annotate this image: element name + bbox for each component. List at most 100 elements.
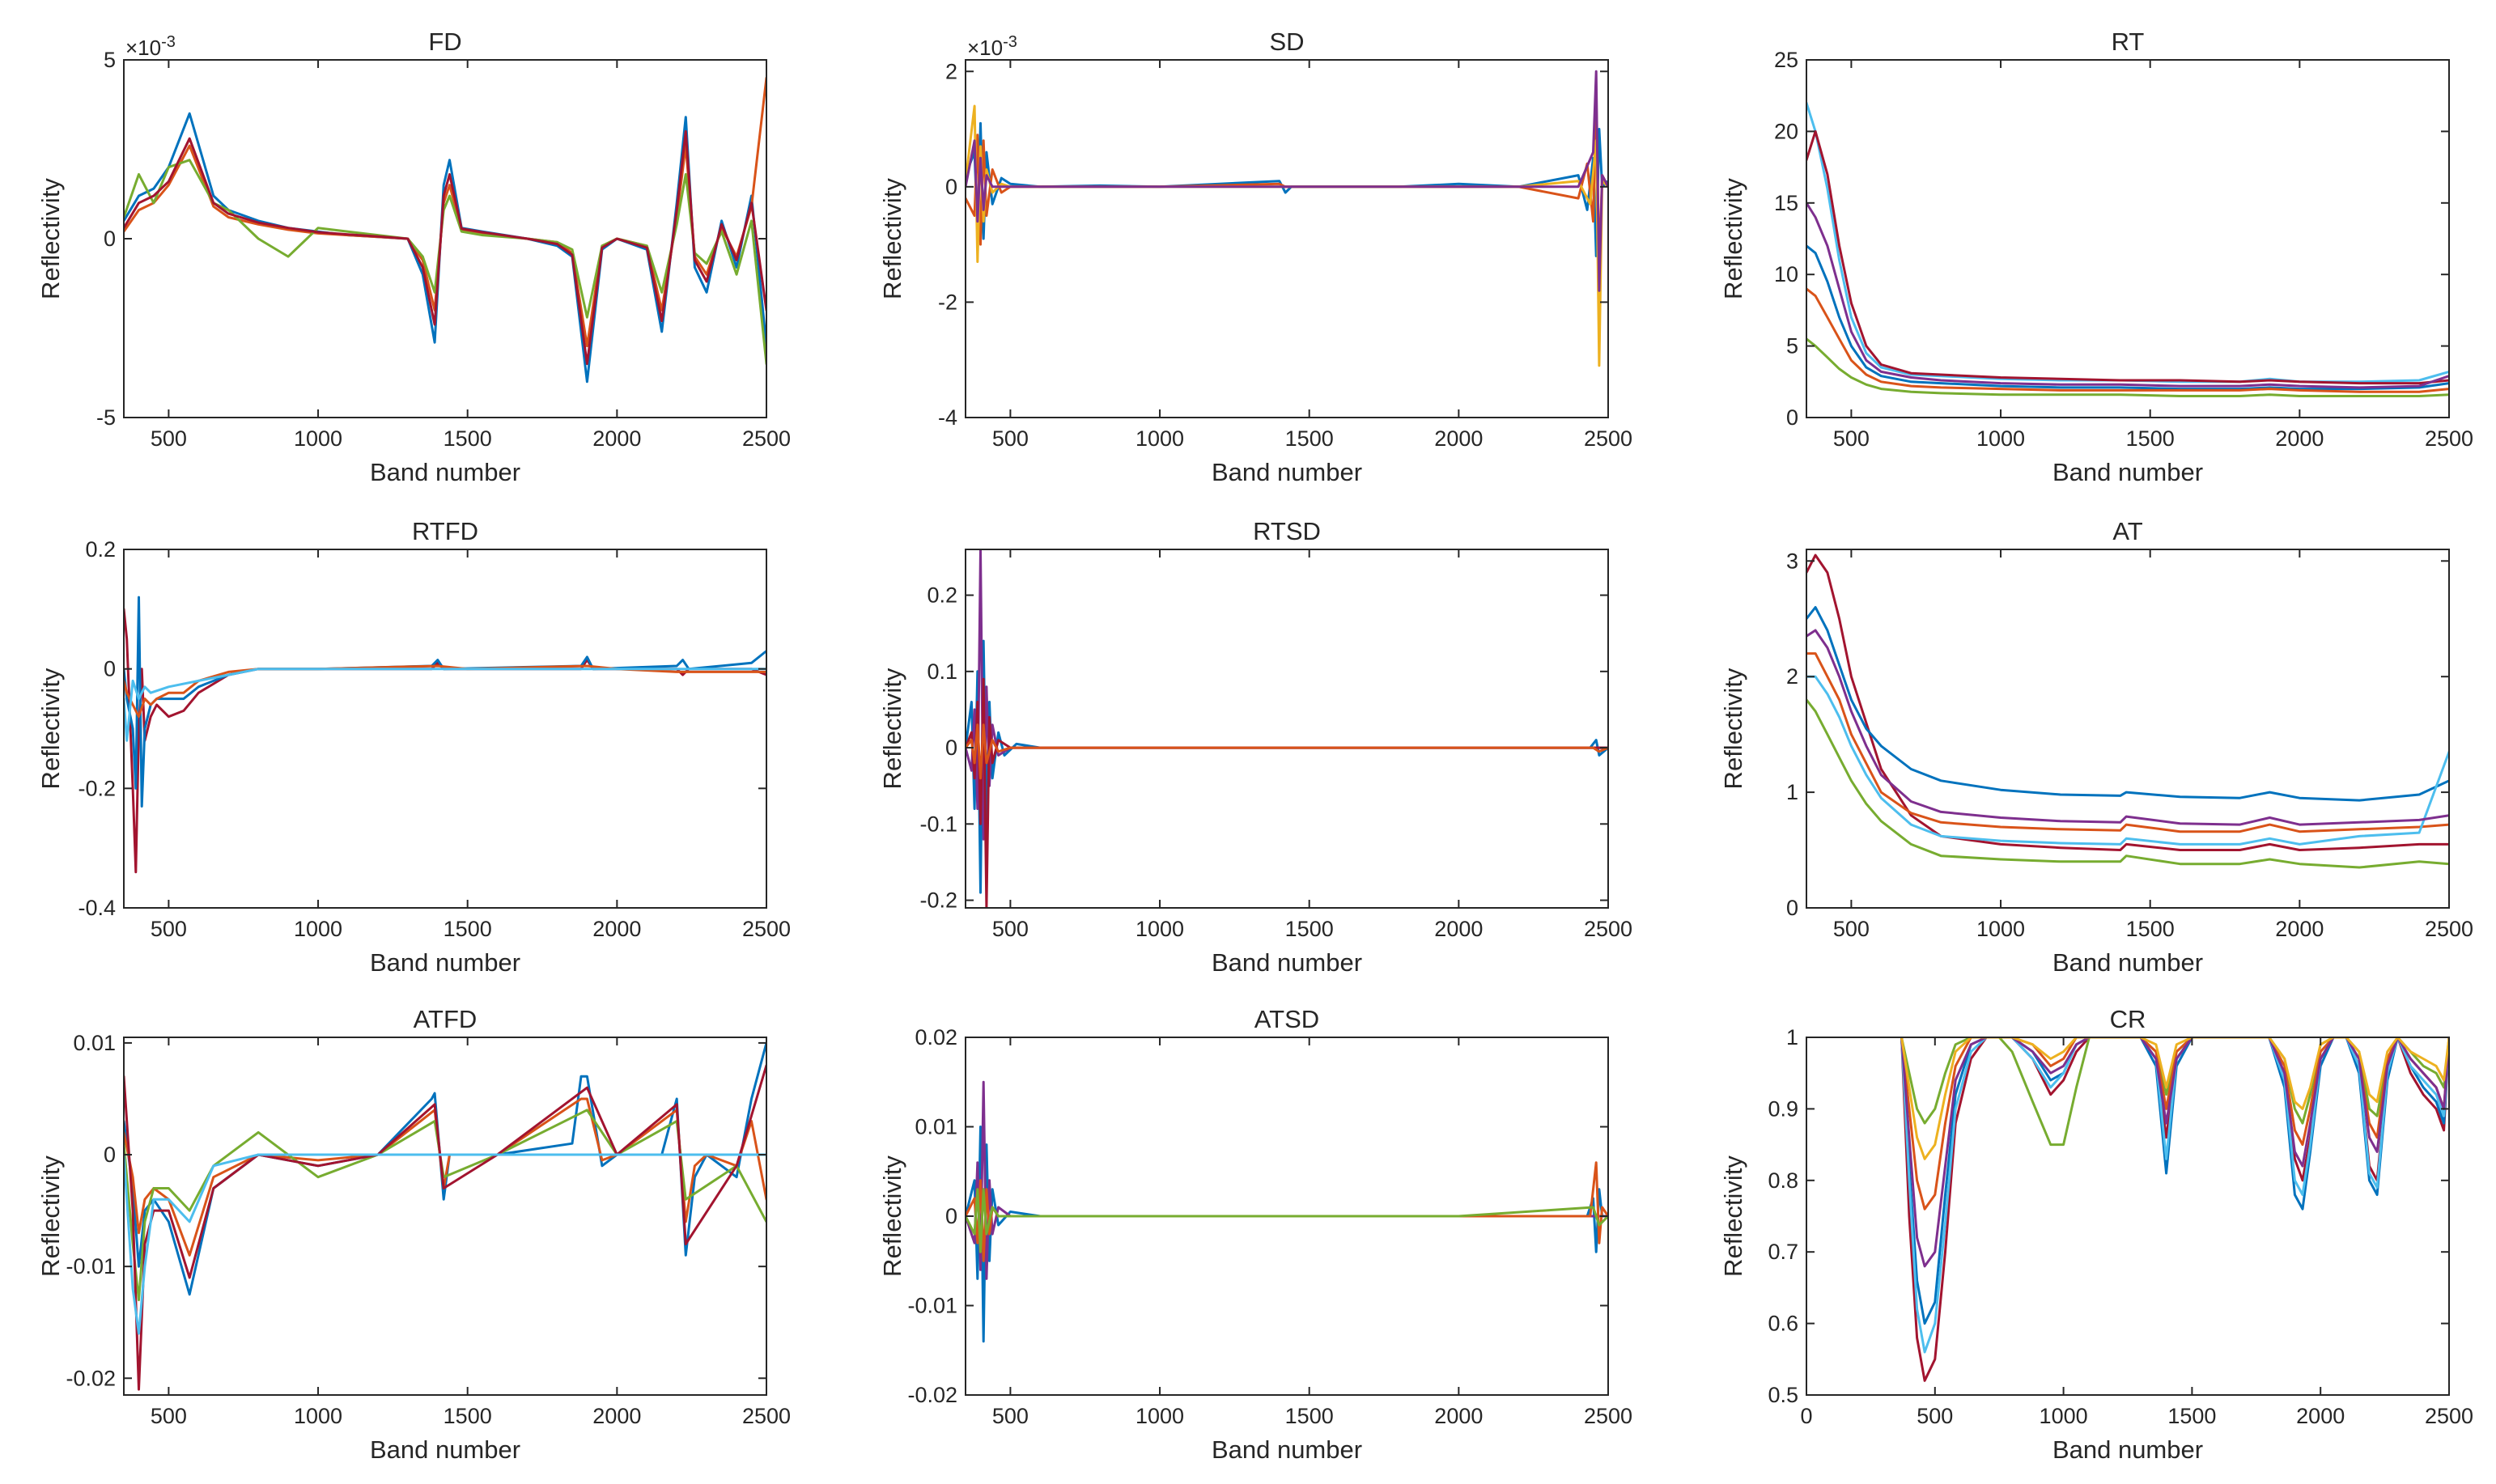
y-axis-label: Reflectivity — [878, 668, 906, 789]
x-tick-label: 2000 — [592, 917, 641, 941]
y-tick-label: 10 — [1774, 262, 1798, 286]
y-tick-label: -0.02 — [66, 1366, 116, 1390]
y-tick-label: 0 — [1786, 405, 1798, 430]
series-line-4 — [966, 1188, 1608, 1253]
x-tick-label: 2500 — [1584, 1404, 1632, 1428]
panel-title: ATFD — [414, 1005, 478, 1033]
y-tick-label: 5 — [104, 48, 116, 72]
panel-sd: 500 1000 1500 2000 2500 -4 -2 0 2 SD Band number Re… — [878, 28, 1632, 486]
y-tick-label: 0.01 — [915, 1115, 957, 1139]
panel-title: RT — [2112, 28, 2145, 56]
y-tick-label: 0 — [945, 736, 957, 760]
y-axis-label: Reflectivity — [36, 178, 65, 299]
plot-area — [123, 59, 767, 418]
x-axis-label: Band number — [370, 1435, 520, 1464]
plot-area — [1806, 549, 2450, 909]
y-axis-label: Reflectivity — [36, 668, 65, 789]
x-tick-label: 2500 — [1584, 917, 1632, 941]
y-tick-label: 3 — [1786, 549, 1798, 573]
series-line-4 — [1806, 287, 2449, 393]
panel-rtfd: 500 1000 1500 2000 2500 -0.4 -0.2 0 0.2 RTFD Band … — [36, 517, 791, 977]
y-tick-label: -0.01 — [907, 1294, 957, 1318]
series-line-2 — [1806, 606, 2449, 802]
y-axis-label: Reflectivity — [878, 178, 906, 299]
series-line-5 — [1806, 675, 2449, 846]
x-tick-label: 2500 — [2425, 1404, 2473, 1428]
series-group — [966, 1080, 1608, 1343]
y-tick-label: 0.2 — [927, 583, 957, 608]
x-tick-label: 2000 — [1434, 426, 1483, 451]
y-tick-label: -0.1 — [919, 812, 957, 836]
series-line-5 — [124, 1153, 766, 1335]
series-line-3 — [124, 159, 766, 366]
y-tick-label: 15 — [1774, 191, 1798, 215]
series-line-2 — [966, 93, 1608, 269]
x-tick-label: 2000 — [2296, 1404, 2345, 1428]
series-group — [1900, 1037, 2449, 1382]
y-tick-label: 1 — [1786, 780, 1798, 804]
x-tick-label: 1000 — [1136, 917, 1184, 941]
y-axis-label: Reflectivity — [1719, 668, 1747, 789]
x-tick-label: 500 — [1833, 917, 1870, 941]
y-tick-label: -0.01 — [66, 1254, 116, 1278]
panel-cr: 0 500 1000 1500 2000 2500 0.5 0.6 0.7 0.8 0.9 1 CR Ba… — [1719, 1005, 2473, 1464]
y-exponent-label: ×10-3 — [125, 33, 176, 60]
x-axis-label: Band number — [1212, 948, 1362, 977]
y-tick-label: 0 — [104, 227, 116, 251]
x-axis-label: Band number — [1212, 458, 1362, 486]
series-group — [966, 549, 1608, 908]
series-line-1 — [966, 1126, 1608, 1343]
y-tick-label: 2 — [1786, 664, 1798, 689]
panel-at: 500 1000 1500 2000 2500 0 1 2 3 AT Band number Refl… — [1719, 517, 2473, 977]
x-axis-label: Band number — [2052, 948, 2203, 977]
panel-title: ATSD — [1254, 1005, 1319, 1033]
panel-title: RTFD — [412, 517, 478, 545]
x-tick-label: 1500 — [2167, 1404, 2216, 1428]
x-axis-label: Band number — [1212, 1435, 1362, 1464]
panel-atsd: 500 1000 1500 2000 2500 -0.02 -0.01 0 0.01 0.02 AT… — [878, 1005, 1632, 1464]
y-tick-label: -0.2 — [78, 776, 116, 800]
axes-frame — [1806, 1037, 2450, 1396]
axes-frame — [123, 549, 767, 909]
panel-fd: 500 1000 1500 2000 2500 -5 0 5 FD Band number Refl… — [36, 28, 791, 486]
panel-rt: 500 1000 1500 2000 2500 0 5 10 15 20 25 RT Band numb… — [1719, 28, 2473, 486]
y-tick-label: 2 — [945, 59, 957, 83]
x-tick-label: 1000 — [294, 426, 342, 451]
x-tick-label: 1500 — [2126, 917, 2175, 941]
plot-area — [965, 59, 1609, 418]
x-tick-label: 1000 — [1136, 1404, 1184, 1428]
series-line-4 — [124, 129, 766, 366]
x-axis-label: Band number — [2052, 1435, 2203, 1464]
y-tick-label: 20 — [1774, 119, 1798, 143]
series-group — [124, 596, 766, 874]
series-group — [966, 70, 1608, 367]
plot-area — [123, 1037, 767, 1396]
x-tick-label: 1500 — [444, 426, 492, 451]
series-line-2 — [1806, 129, 2449, 385]
x-tick-label: 2000 — [592, 1404, 641, 1428]
x-axis-label: Band number — [370, 948, 520, 977]
y-tick-label: 0.6 — [1768, 1312, 1798, 1336]
series-line-4 — [124, 1064, 766, 1391]
x-tick-label: 1500 — [444, 1404, 492, 1428]
y-tick-label: -2 — [938, 290, 957, 314]
y-tick-label: -0.4 — [78, 896, 116, 920]
y-tick-label: 0 — [104, 1143, 116, 1167]
series-line-1 — [966, 121, 1608, 257]
y-tick-label: 0 — [945, 175, 957, 199]
panel-title: SD — [1269, 28, 1304, 56]
y-tick-label: -0.02 — [907, 1383, 957, 1407]
panel-title: FD — [428, 28, 461, 56]
x-tick-label: 2000 — [2275, 917, 2324, 941]
x-tick-label: 1500 — [1285, 917, 1334, 941]
x-tick-label: 1000 — [294, 917, 342, 941]
x-tick-label: 500 — [992, 426, 1029, 451]
x-tick-label: 500 — [992, 1404, 1029, 1428]
series-line-4 — [1900, 1037, 2449, 1211]
series-line-5 — [1806, 337, 2449, 397]
x-tick-label: 1000 — [1976, 426, 2025, 451]
panel-title: CR — [2110, 1005, 2146, 1033]
plot-area — [123, 549, 767, 909]
axes-frame — [1806, 59, 2450, 418]
